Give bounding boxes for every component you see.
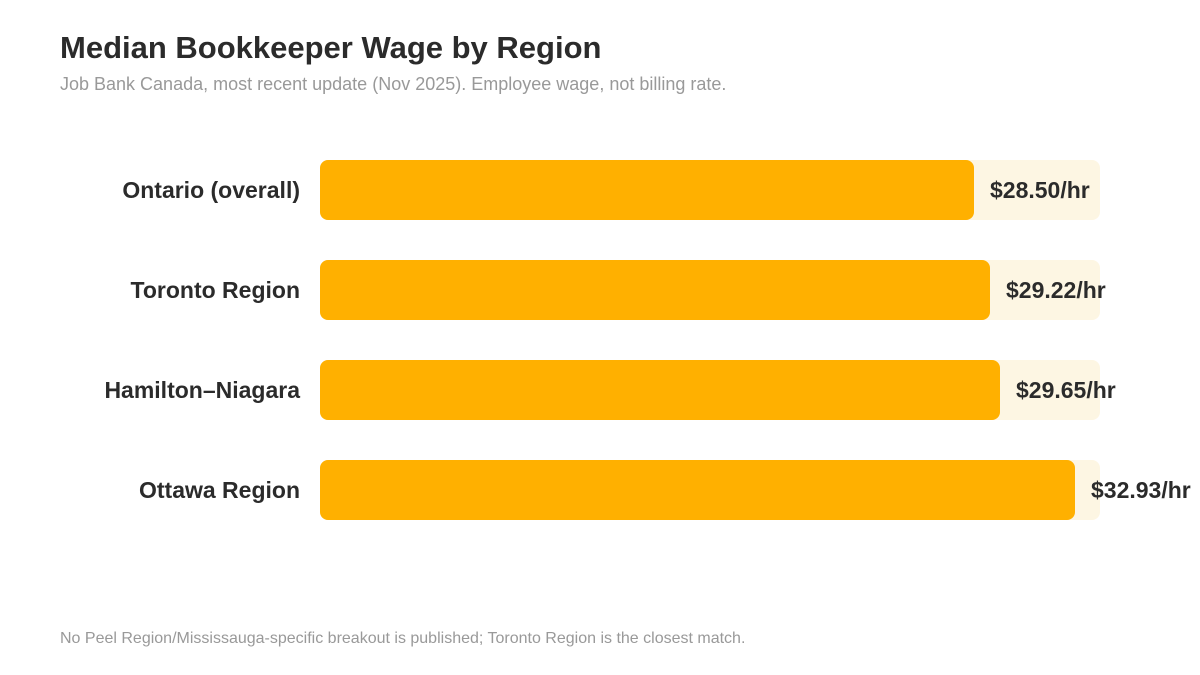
bar-row: Ottawa Region $32.93/hr <box>0 460 1200 520</box>
value-label: $32.93/hr <box>1091 477 1191 503</box>
bar <box>320 160 974 220</box>
bar-row: Hamilton–Niagara $29.65/hr <box>0 360 1200 420</box>
category-label: Toronto Region <box>130 277 300 303</box>
bar <box>320 360 1000 420</box>
value-label: $29.65/hr <box>1016 377 1116 403</box>
bar-row: Toronto Region $29.22/hr <box>0 260 1200 320</box>
category-label: Hamilton–Niagara <box>104 377 300 403</box>
category-label: Ottawa Region <box>138 477 300 503</box>
chart-title: Median Bookkeeper Wage by Region <box>60 30 602 65</box>
bar-row: Ontario (overall) $28.50/hr <box>0 160 1200 220</box>
bar <box>320 260 990 320</box>
value-label: $29.22/hr <box>1006 277 1106 303</box>
chart-footnote: No Peel Region/Mississauga-specific brea… <box>60 630 746 647</box>
bar <box>320 460 1075 520</box>
chart-subtitle: Job Bank Canada, most recent update (Nov… <box>60 74 727 94</box>
category-label: Ontario (overall) <box>122 177 300 203</box>
value-label: $28.50/hr <box>990 177 1090 203</box>
